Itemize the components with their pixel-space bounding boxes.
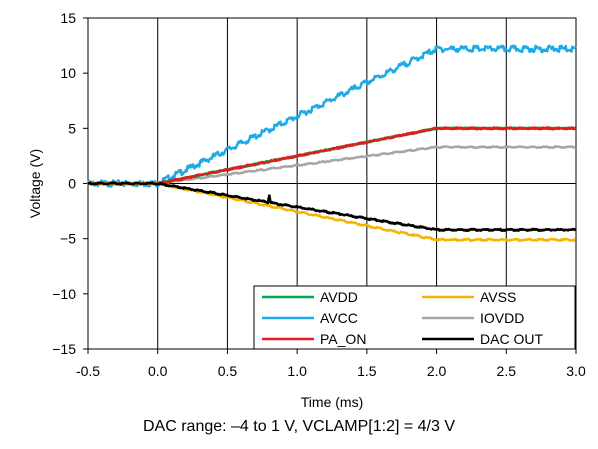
- y-tick-label: −15: [52, 341, 76, 357]
- x-tick-label: 2.5: [497, 363, 517, 379]
- series-line-iovdd: [87, 145, 577, 186]
- legend-label: IOVDD: [480, 310, 524, 326]
- y-tick-label: −10: [52, 286, 76, 302]
- y-axis-label: Voltage (V): [27, 149, 43, 218]
- legend-label: AVSS: [480, 289, 516, 305]
- series-line-avss: [87, 181, 577, 242]
- x-tick-label: 1.5: [357, 363, 377, 379]
- x-tick-label: 0.0: [148, 363, 168, 379]
- x-tick-label: 2.0: [427, 363, 447, 379]
- y-tick-label: 15: [60, 10, 76, 26]
- y-tick-label: 0: [68, 176, 76, 192]
- x-tick-label: 0.5: [218, 363, 238, 379]
- series-line-pa-on: [87, 126, 577, 186]
- legend-label: AVDD: [320, 289, 358, 305]
- series-line-dac-out-core: [88, 182, 576, 231]
- x-tick-label: -0.5: [76, 363, 100, 379]
- y-tick-label: −5: [60, 231, 76, 247]
- series-line-dac-out: [87, 181, 577, 232]
- legend-label: PA_ON: [320, 331, 366, 347]
- x-tick-label: 3.0: [566, 363, 586, 379]
- x-tick-label: 1.0: [287, 363, 307, 379]
- legend-label: AVCC: [320, 310, 358, 326]
- x-axis-label: Time (ms): [301, 394, 363, 410]
- y-tick-label: 5: [68, 120, 76, 136]
- y-tick-label: 10: [60, 65, 76, 81]
- chart-caption: DAC range: –4 to 1 V, VCLAMP[1:2] = 4/3 …: [142, 418, 456, 435]
- series-line-avdd: [87, 126, 577, 186]
- legend-label: DAC OUT: [480, 331, 543, 347]
- series-line-avcc: [86, 44, 577, 188]
